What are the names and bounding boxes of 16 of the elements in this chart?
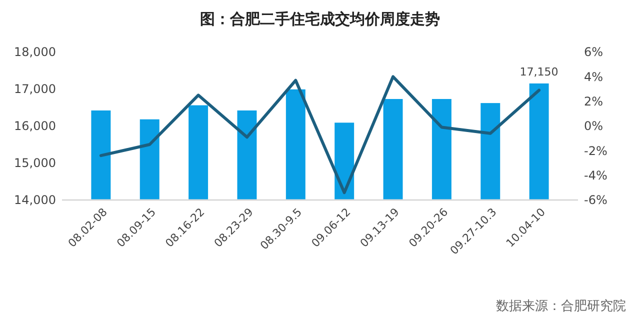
y2-tick-label: -2%	[584, 144, 608, 158]
y2-tick-label: 6%	[584, 45, 604, 60]
y2-tick-label: -6%	[584, 193, 608, 208]
line-series	[99, 75, 541, 194]
y-tick-label: 15,000	[14, 156, 56, 170]
y-tick-label: 17,000	[14, 82, 56, 96]
y2-tick-label: 0%	[584, 119, 604, 134]
chart-title: 图：合肥二手住宅成交均价周度走势	[200, 10, 440, 28]
y-tick-label: 18,000	[14, 45, 56, 60]
y-tick-label: 16,000	[14, 119, 56, 134]
source-note: 数据来源：合肥研究院	[496, 299, 626, 314]
y-tick-label: 14,000	[14, 193, 56, 208]
y2-tick-label: 2%	[584, 94, 604, 109]
data-label: 17,150	[520, 65, 558, 78]
y2-tick-label: 4%	[584, 70, 604, 84]
y2-tick-label: -4%	[584, 168, 608, 183]
